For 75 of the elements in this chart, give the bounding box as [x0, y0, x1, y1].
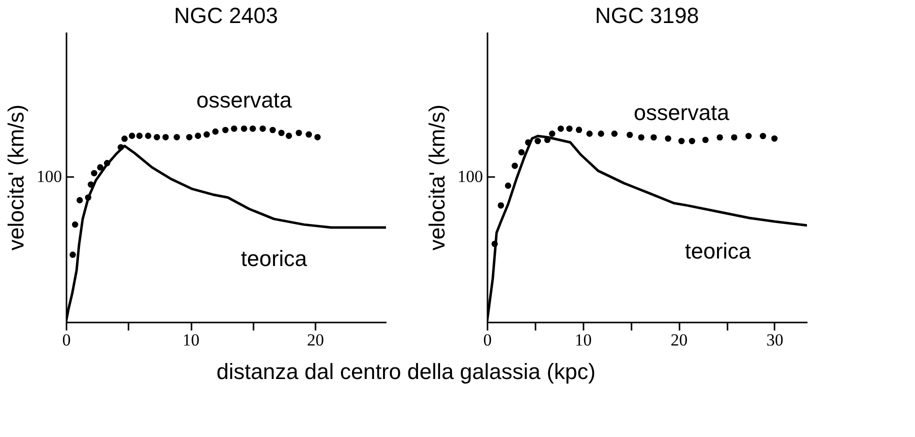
- y-axis-title: velocita' (km/s): [4, 104, 28, 250]
- point: [194, 132, 202, 139]
- x-tick-label: 20: [307, 330, 324, 350]
- point: [85, 194, 92, 201]
- point: [638, 134, 644, 141]
- y-axis-title: velocita' (km/s): [424, 104, 450, 250]
- point: [76, 197, 83, 204]
- x-tick-label: 0: [483, 330, 492, 350]
- point: [286, 132, 292, 139]
- point: [611, 130, 618, 137]
- chart-title: NGC 3198: [595, 3, 699, 28]
- text: 100: [36, 167, 62, 186]
- point: [260, 126, 266, 132]
- x-tick-label: 10: [182, 330, 200, 350]
- point: [716, 134, 723, 141]
- point: [702, 136, 709, 144]
- point: [136, 132, 143, 139]
- point: [498, 202, 504, 209]
- point: [314, 134, 321, 140]
- point: [154, 134, 160, 140]
- point: [664, 135, 672, 142]
- point: [250, 126, 256, 132]
- series-label: teorica: [240, 246, 308, 271]
- point: [145, 132, 152, 139]
- text: 100: [458, 167, 483, 186]
- point: [230, 126, 238, 132]
- point: [186, 134, 192, 140]
- point: [650, 134, 657, 141]
- point: [626, 132, 633, 138]
- point: [90, 170, 98, 176]
- point: [128, 132, 136, 139]
- point: [518, 149, 525, 156]
- point: [731, 134, 738, 141]
- point: [174, 134, 180, 140]
- x-axis-title: distanza dal centro della galassia (kpc): [216, 359, 596, 384]
- x-tick-label: 10: [574, 330, 592, 350]
- point: [240, 126, 248, 132]
- series-label: osservata: [634, 100, 730, 126]
- point: [204, 131, 210, 138]
- chart-title: NGC 2403: [174, 3, 278, 28]
- point: [548, 130, 556, 137]
- x-tick-label: 20: [670, 330, 688, 350]
- point: [771, 135, 778, 142]
- series-label: osservata: [196, 88, 293, 113]
- point: [72, 221, 78, 228]
- point: [576, 126, 582, 133]
- point: [162, 134, 169, 140]
- point: [512, 162, 518, 169]
- point: [598, 130, 604, 137]
- point: [688, 138, 696, 144]
- point: [760, 132, 766, 140]
- point: [586, 130, 593, 137]
- point: [492, 240, 498, 248]
- point: [504, 182, 512, 189]
- point: [121, 136, 128, 142]
- point: [525, 139, 532, 146]
- point: [97, 164, 104, 170]
- point: [296, 130, 302, 136]
- point: [212, 128, 219, 135]
- x-tick-label: 30: [766, 330, 784, 350]
- point: [70, 252, 76, 258]
- point: [104, 160, 110, 166]
- point: [534, 138, 541, 144]
- x-tick-label: 0: [62, 330, 71, 350]
- point: [566, 126, 573, 132]
- point: [270, 126, 276, 134]
- point: [678, 138, 685, 144]
- point: [278, 130, 285, 136]
- point: [306, 131, 312, 138]
- point: [118, 144, 124, 150]
- point: [222, 126, 229, 134]
- point: [745, 132, 752, 140]
- series-label: teorica: [684, 238, 752, 264]
- point: [88, 181, 94, 188]
- point: [558, 126, 564, 132]
